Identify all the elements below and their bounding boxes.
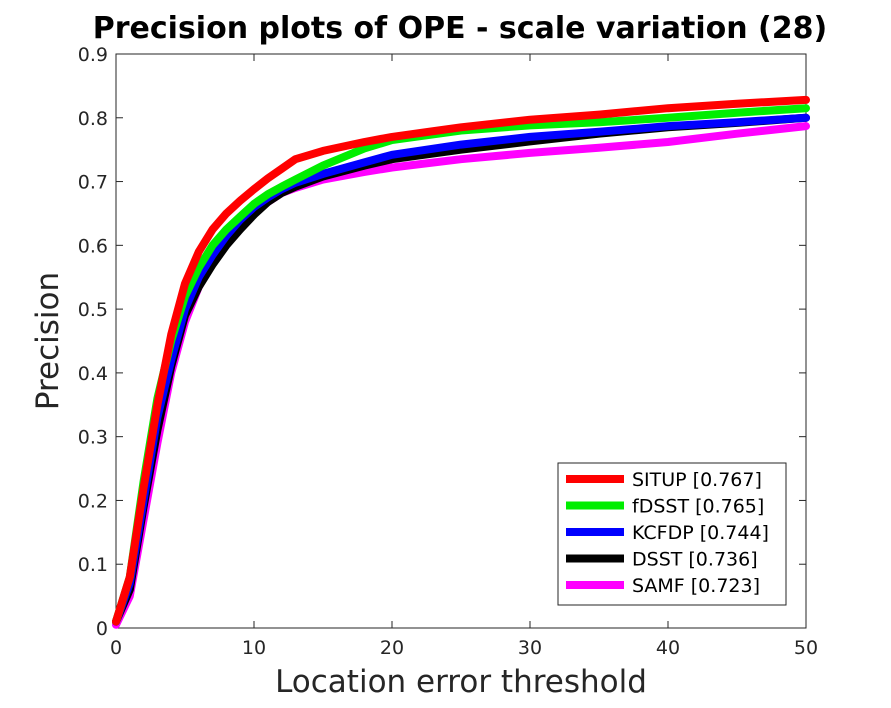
y-tick-label: 0.4 <box>78 363 108 385</box>
y-tick-label: 0.3 <box>78 427 108 449</box>
x-tick-label: 40 <box>656 637 680 659</box>
x-tick-label: 50 <box>794 637 818 659</box>
y-axis: 0 0.1 0.2 0.3 0.4 0.5 0.6 0.7 0.8 0.9 <box>78 44 806 640</box>
y-tick-label: 0.8 <box>78 108 108 130</box>
y-axis-label: Precision <box>30 272 66 410</box>
x-tick-label: 10 <box>242 637 266 659</box>
chart-title: Precision plots of OPE - scale variation… <box>93 11 827 46</box>
y-tick-label: 0 <box>96 618 108 640</box>
legend-label-situp: SITUP [0.767] <box>632 469 762 491</box>
x-tick-label: 20 <box>380 637 404 659</box>
y-tick-label: 0.6 <box>78 235 108 257</box>
x-axis-label: Location error threshold <box>275 664 647 700</box>
y-tick-label: 0.1 <box>78 554 108 576</box>
legend-label-dsst: DSST [0.736] <box>632 549 758 571</box>
x-axis: 0 10 20 30 40 50 <box>110 54 818 659</box>
y-tick-label: 0.9 <box>78 44 108 66</box>
legend-label-kcfdp: KCFDP [0.744] <box>632 522 769 544</box>
series-lines <box>112 95 810 629</box>
x-tick-label: 0 <box>110 637 122 659</box>
legend: SITUP [0.767] fDSST [0.765] KCFDP [0.744] D… <box>557 462 787 606</box>
series-line-situp <box>112 95 810 626</box>
legend-label-fdsst: fDSST [0.765] <box>632 496 764 518</box>
y-tick-label: 0.5 <box>78 299 108 321</box>
y-tick-label: 0.7 <box>78 172 108 194</box>
x-tick-label: 30 <box>518 637 542 659</box>
legend-label-samf: SAMF [0.723] <box>632 575 760 597</box>
y-tick-label: 0.2 <box>78 490 108 512</box>
